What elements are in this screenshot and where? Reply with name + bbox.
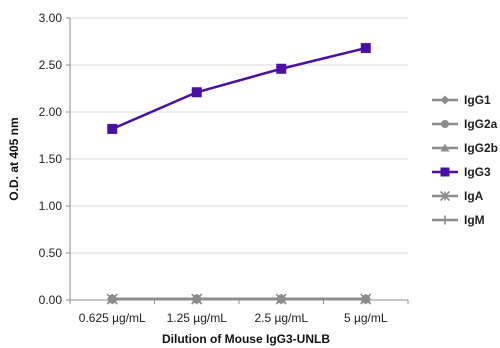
legend-item-igg2b: IgG2b bbox=[432, 141, 498, 155]
legend-marker bbox=[440, 167, 450, 177]
series-line-igg3 bbox=[111, 46, 367, 131]
x-axis-title: Dilution of Mouse IgG3-UNLB bbox=[162, 332, 330, 346]
data-point bbox=[191, 87, 202, 98]
legend-label: IgG1 bbox=[464, 93, 491, 107]
legend-item-iga: IgA bbox=[432, 189, 484, 203]
legend-marker bbox=[440, 95, 450, 105]
y-tick-label: 2.50 bbox=[39, 58, 63, 72]
legend-label: IgG2a bbox=[464, 117, 498, 131]
x-tick-label: 5 µg/mL bbox=[344, 311, 388, 325]
gridlines bbox=[70, 17, 408, 254]
legend-marker bbox=[439, 190, 451, 202]
square-marker bbox=[440, 167, 450, 177]
x-tick-labels: 0.625 µg/mL 1.25 µg/mL 2.5 µg/mL 5 µg/mL bbox=[79, 311, 388, 325]
x-tick-label: 1.25 µg/mL bbox=[167, 311, 228, 325]
circle-marker bbox=[441, 120, 449, 128]
triangle-marker bbox=[440, 143, 450, 152]
legend-label: IgA bbox=[464, 189, 484, 203]
legend-item-igg1: IgG1 bbox=[432, 93, 491, 107]
series-layer bbox=[106, 43, 372, 305]
y-axis-title: O.D. at 405 nm bbox=[7, 117, 21, 200]
x-tick-label: 2.5 µg/mL bbox=[254, 311, 308, 325]
legend-label: IgM bbox=[464, 213, 485, 227]
x-tick-label: 0.625 µg/mL bbox=[79, 311, 146, 325]
legend-marker bbox=[441, 120, 449, 128]
legend-marker bbox=[440, 143, 450, 152]
legend: IgG1 IgG2a IgG2b IgG3 IgA IgM bbox=[432, 93, 498, 227]
legend-label: IgG2b bbox=[464, 141, 498, 155]
y-tick-label: 0.00 bbox=[39, 293, 63, 307]
y-tick-label: 0.50 bbox=[39, 246, 63, 260]
series-igg3 bbox=[107, 43, 371, 134]
y-tick-label: 1.50 bbox=[39, 152, 63, 166]
square-marker bbox=[107, 123, 118, 134]
square-marker bbox=[360, 43, 371, 54]
diamond-marker bbox=[440, 95, 450, 105]
y-tick-label: 3.00 bbox=[39, 11, 63, 25]
series-igm bbox=[111, 294, 367, 305]
square-marker bbox=[276, 63, 287, 74]
legend-label: IgG3 bbox=[464, 165, 491, 179]
legend-item-igg2a: IgG2a bbox=[432, 117, 498, 131]
data-point bbox=[276, 63, 287, 74]
y-tick-label: 1.00 bbox=[39, 199, 63, 213]
data-point bbox=[360, 43, 371, 54]
legend-item-igm: IgM bbox=[432, 213, 485, 227]
axes bbox=[66, 17, 409, 304]
square-marker bbox=[191, 87, 202, 98]
y-tick-labels: 0.00 0.50 1.00 1.50 2.00 2.50 3.00 bbox=[39, 11, 63, 307]
data-point bbox=[107, 123, 118, 134]
y-tick-label: 2.00 bbox=[39, 105, 63, 119]
legend-item-igg3: IgG3 bbox=[432, 165, 491, 179]
